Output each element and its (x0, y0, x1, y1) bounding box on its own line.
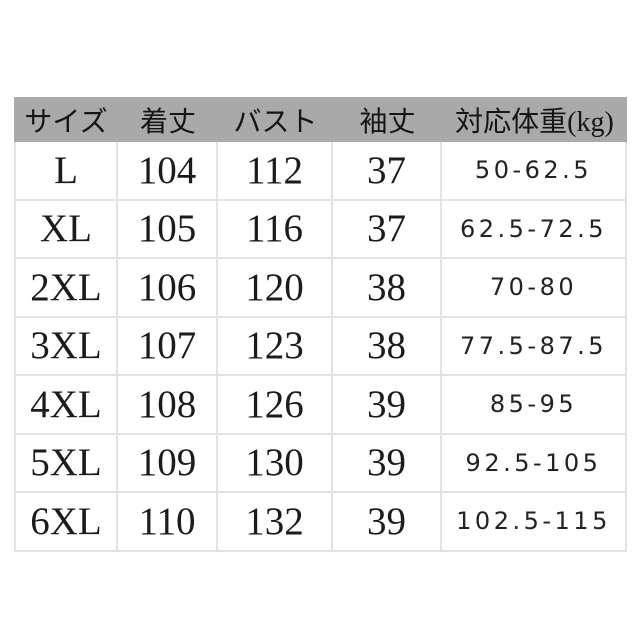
cell-sleeve: 38 (333, 317, 442, 374)
table-row: 3XL 107 123 38 77.5-87.5 (16, 317, 627, 376)
table-row: 4XL 108 126 39 85-95 (16, 376, 627, 435)
table-row: 6XL 110 132 39 102.5-115 (16, 493, 627, 552)
cell-length: 108 (118, 376, 218, 433)
cell-weight: 77.5-87.5 (442, 317, 627, 374)
cell-weight: 50-62.5 (442, 142, 627, 199)
cell-sleeve: 39 (333, 376, 442, 433)
cell-bust: 116 (218, 200, 333, 257)
cell-bust: 126 (218, 376, 333, 433)
cell-size: 6XL (16, 493, 118, 550)
cell-size: 5XL (16, 434, 118, 491)
table-body: L 104 112 37 50-62.5 XL 105 116 37 62.5-… (14, 142, 627, 552)
size-chart-table: サイズ 着丈 バスト 袖丈 対応体重(kg) L 104 112 37 50-6… (14, 97, 627, 552)
cell-length: 109 (118, 434, 218, 491)
table-row: XL 105 116 37 62.5-72.5 (16, 200, 627, 259)
column-header-length: 着丈 (139, 106, 196, 138)
table-row: 5XL 109 130 39 92.5-105 (16, 434, 627, 493)
cell-weight: 70-80 (442, 259, 627, 316)
cell-sleeve: 37 (333, 200, 442, 257)
cell-weight: 85-95 (442, 376, 627, 433)
column-header-weight: 対応体重(kg) (455, 106, 614, 138)
cell-size: XL (16, 200, 118, 257)
cell-length: 110 (118, 493, 218, 550)
cell-size: L (16, 142, 118, 199)
column-header-size: サイズ (24, 106, 108, 138)
cell-sleeve: 39 (333, 493, 442, 550)
column-header-bust: バスト (233, 106, 318, 138)
cell-weight: 62.5-72.5 (442, 200, 627, 257)
cell-bust: 120 (218, 259, 333, 316)
table-header-row: サイズ 着丈 バスト 袖丈 対応体重(kg) (14, 97, 627, 142)
cell-bust: 123 (218, 317, 333, 374)
table-row: L 104 112 37 50-62.5 (16, 142, 627, 201)
cell-length: 104 (118, 142, 218, 199)
cell-length: 106 (118, 259, 218, 316)
cell-bust: 132 (218, 493, 333, 550)
cell-sleeve: 37 (333, 142, 442, 199)
column-header-sleeve: 袖丈 (359, 106, 416, 138)
cell-size: 3XL (16, 317, 118, 374)
table-row: 2XL 106 120 38 70-80 (16, 259, 627, 318)
cell-length: 105 (118, 200, 218, 257)
cell-weight: 92.5-105 (442, 434, 627, 491)
cell-bust: 112 (218, 142, 333, 199)
cell-sleeve: 39 (333, 434, 442, 491)
cell-length: 107 (118, 317, 218, 374)
cell-sleeve: 38 (333, 259, 442, 316)
cell-weight: 102.5-115 (442, 493, 627, 550)
cell-bust: 130 (218, 434, 333, 491)
cell-size: 2XL (16, 259, 118, 316)
cell-size: 4XL (16, 376, 118, 433)
